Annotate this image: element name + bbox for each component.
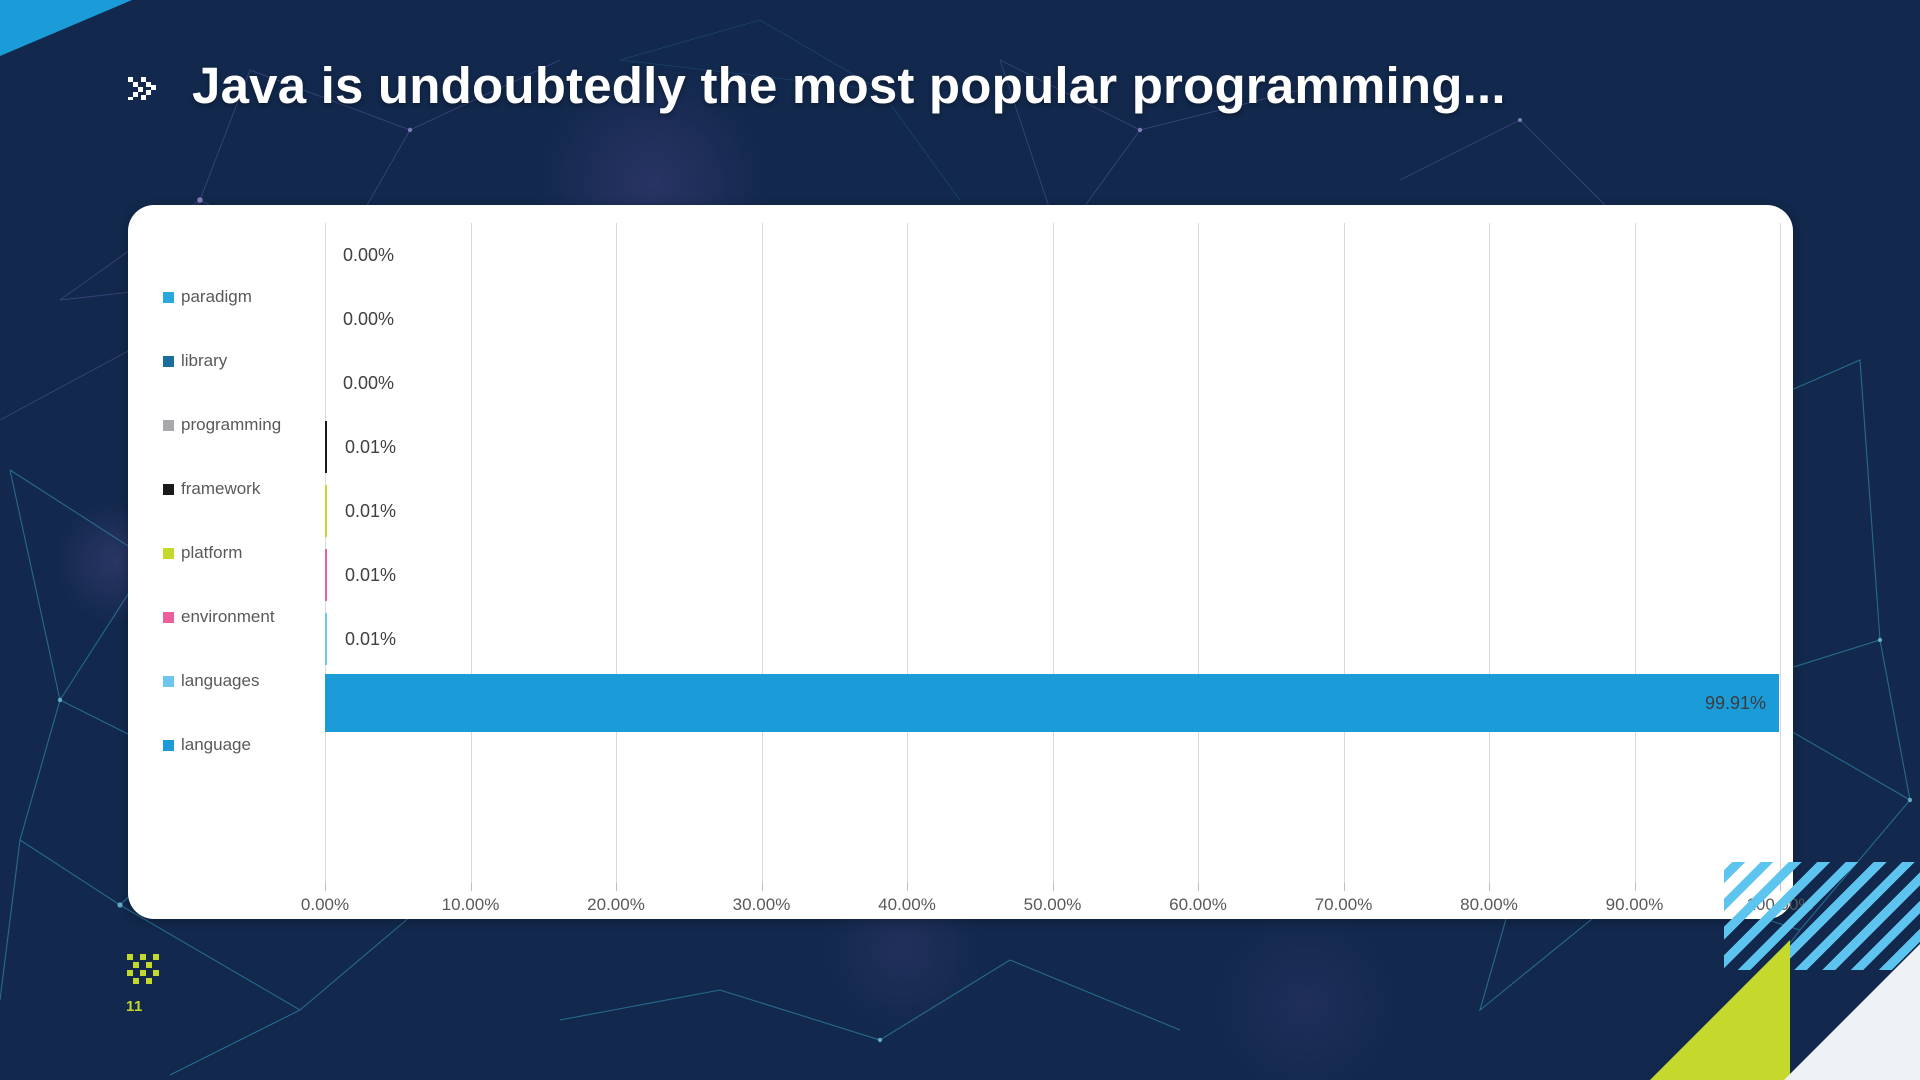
chart-plot-area: paradigm library programming framework platf…: [128, 205, 1814, 919]
legend-item[interactable]: library: [163, 329, 323, 393]
bar-row[interactable]: 0.01%: [325, 607, 1780, 671]
legend-swatch: [163, 611, 174, 623]
legend-swatch: [163, 675, 174, 687]
page-number: 11: [126, 998, 143, 1015]
bar-value-label: 0.01%: [345, 564, 397, 585]
x-axis-label: 40.00%: [878, 895, 936, 914]
x-axis-tick: [1198, 883, 1199, 891]
x-axis-tick: [761, 883, 763, 891]
bar-value-label: 0.01%: [345, 500, 397, 521]
x-axis-tick: [1634, 883, 1636, 891]
chart-bars: 0.00% 0.00% 0.00% 0.01% 0.01% 0.01% 0.01% 99.91…: [325, 223, 1780, 883]
x-axis-label: 20.00%: [587, 895, 645, 914]
legend-item[interactable]: paradigm: [163, 265, 323, 329]
legend-swatch: [163, 355, 174, 367]
bar: [325, 549, 327, 601]
gridline: [1634, 223, 1636, 883]
bar-value-label: 0.00%: [343, 372, 395, 393]
pixel-v-logo-icon: [127, 954, 159, 984]
x-axis-tick: [907, 883, 908, 891]
bar-row[interactable]: 0.00%: [325, 223, 1780, 287]
bar-value-label: 0.00%: [343, 308, 395, 329]
legend-label: languages: [181, 671, 260, 690]
bar: [325, 613, 327, 665]
gridline: [1343, 223, 1345, 883]
corner-white-triangle: [1784, 944, 1920, 1080]
chart-card: paradigm library programming framework platf…: [128, 205, 1814, 919]
legend-item[interactable]: language: [163, 713, 323, 777]
bar: [325, 421, 327, 473]
footer-logo-group: 11: [126, 952, 196, 1015]
gridline: [1052, 223, 1054, 883]
legend-label: environment: [181, 607, 275, 626]
bar-value-label: 99.91%: [1704, 692, 1766, 713]
bar: [325, 485, 327, 537]
legend-item[interactable]: languages: [163, 649, 323, 713]
bar-value-label: 0.01%: [345, 436, 397, 457]
legend-swatch: [163, 419, 174, 431]
page-title: Java is undoubtedly the most popular pro…: [192, 57, 1506, 114]
x-axis-label: 60.00%: [1169, 895, 1227, 914]
bar-row[interactable]: 0.01%: [325, 479, 1780, 543]
bar-row[interactable]: 0.01%: [325, 543, 1780, 607]
corner-green-triangle: [1650, 940, 1790, 1080]
x-axis-tick: [1052, 883, 1054, 891]
gridline: [1198, 223, 1199, 883]
legend-label: programming: [181, 415, 282, 434]
x-axis-label: 80.00%: [1460, 895, 1518, 914]
corner-decoration-top-left: public static int max(int a, int b) { if…: [0, 0, 132, 178]
double-chevron-icon: [128, 76, 156, 100]
legend-label: framework: [181, 479, 261, 498]
x-axis-tick: [1489, 883, 1490, 891]
legend-swatch: [163, 291, 174, 303]
bar-row[interactable]: 0.01%: [325, 415, 1780, 479]
bar-value-label: 0.00%: [343, 244, 395, 265]
legend-item[interactable]: environment: [163, 585, 323, 649]
x-axis-label: 30.00%: [732, 895, 791, 914]
gridline: [1780, 223, 1781, 883]
bar-value-label: 0.01%: [345, 628, 397, 649]
legend-item[interactable]: programming: [163, 393, 323, 457]
legend-label: language: [181, 735, 251, 754]
x-axis-label: 90.00%: [1605, 895, 1664, 914]
bar: [325, 674, 1779, 732]
x-axis-label: 10.00%: [441, 895, 500, 914]
x-axis-tick: [470, 883, 472, 891]
x-axis-tick: [616, 883, 617, 891]
bar-row[interactable]: 99.91%: [325, 671, 1780, 735]
corner-blue-triangle: [0, 0, 132, 56]
corner-decoration-bottom-right: [1590, 862, 1920, 1080]
gridline: [470, 223, 472, 883]
legend-label: platform: [181, 543, 243, 562]
legend-swatch: [163, 739, 174, 751]
legend-item[interactable]: platform: [163, 521, 323, 585]
chart-gridlines: [325, 223, 1781, 883]
gridline: [761, 223, 763, 883]
gridline: [907, 223, 908, 883]
x-axis-label: 0.00%: [300, 895, 350, 914]
legend-label: library: [181, 351, 228, 370]
legend-item[interactable]: framework: [163, 457, 323, 521]
x-axis-label: 70.00%: [1314, 895, 1373, 914]
x-axis-tick: [1343, 883, 1345, 891]
legend-swatch: [163, 547, 174, 559]
x-axis-tick: [325, 883, 326, 891]
title-row: Java is undoubtedly the most popular pro…: [128, 56, 1506, 115]
gridline: [1489, 223, 1490, 883]
bar-row[interactable]: 0.00%: [325, 351, 1780, 415]
bar-row[interactable]: 0.00%: [325, 287, 1780, 351]
gridline: [616, 223, 617, 883]
chart-x-axis: 0.00% 10.00% 20.00% 30.00% 40.00% 50.00% 60.00…: [301, 883, 1814, 917]
legend-label: paradigm: [181, 287, 252, 306]
x-axis-label: 50.00%: [1023, 895, 1082, 914]
chart-legend: paradigm library programming framework platf…: [163, 265, 323, 777]
legend-swatch: [163, 483, 174, 495]
